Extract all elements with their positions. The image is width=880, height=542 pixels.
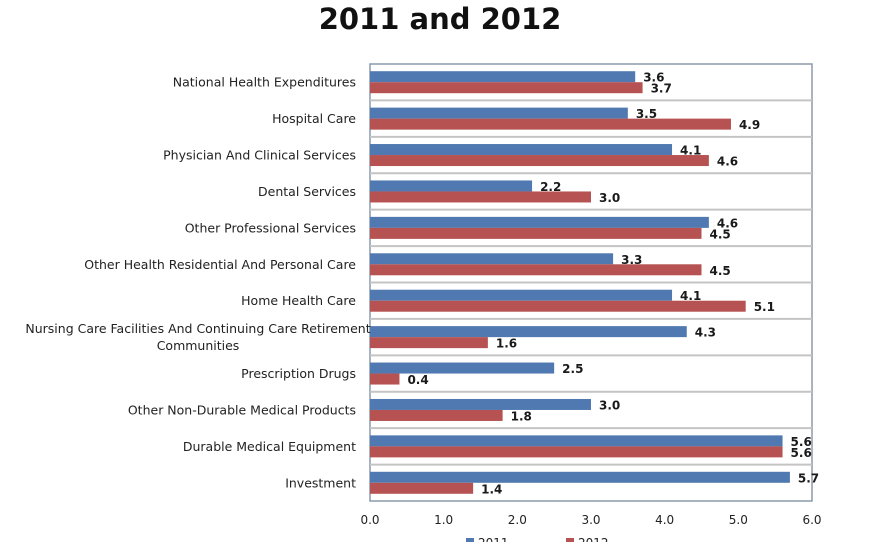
data-label-2012: 4.9 [739,118,760,132]
bar-2012 [370,155,709,167]
category-label: National Health Expenditures [173,75,356,90]
data-label-2011: 4.6 [717,216,738,230]
data-label-2011: 2.2 [540,180,561,194]
data-label-2011: 4.3 [695,326,716,340]
bar-2012 [370,118,731,130]
data-label-2012: 5.1 [754,300,775,314]
bar-2012 [370,373,400,385]
category-label: Durable Medical Equipment [183,439,356,454]
data-label-2011: 2.5 [562,362,583,376]
bar-2012 [370,264,702,276]
data-label-2012: 3.7 [651,82,672,96]
bar-2012 [370,227,702,239]
x-tick-label: 6.0 [802,513,821,527]
bar-2011 [370,289,673,301]
data-label-2011: 5.7 [798,471,819,485]
bar-2011 [370,362,555,374]
data-label-2011: 3.0 [599,398,620,412]
legend-label-2012: 2012 [578,536,609,542]
bar-2012 [370,409,503,421]
data-label-2012: 1.6 [496,337,517,351]
data-label-2012: 4.5 [710,264,731,278]
category-label: Investment [285,475,356,490]
data-label-2012: 1.4 [481,482,502,496]
data-label-2012: 4.6 [717,155,738,169]
data-label-2011: 4.1 [680,289,701,303]
category-label: Prescription Drugs [241,366,356,381]
bar-2011 [370,435,783,447]
data-label-2012: 1.8 [511,409,532,423]
bar-2012 [370,446,783,458]
data-label-2011: 3.3 [621,253,642,267]
bar-2011 [370,253,614,265]
data-label-2012: 0.4 [407,373,428,387]
bar-2012 [370,82,643,94]
bar-2012 [370,337,488,349]
data-label-2012: 5.6 [791,446,812,460]
data-label-2012: 4.5 [710,227,731,241]
data-label-2012: 3.0 [599,191,620,205]
category-label: Other Health Residential And Personal Ca… [84,257,356,272]
category-label: Dental Services [258,184,356,199]
category-label: Physician And Clinical Services [163,148,356,163]
bar-2011 [370,144,673,156]
legend-swatch-2012 [566,538,574,542]
bar-2011 [370,71,636,83]
bar-2011 [370,326,687,338]
bar-2012 [370,191,591,203]
data-label-2011: 3.5 [636,107,657,121]
x-tick-label: 4.0 [655,513,674,527]
legend-label-2011: 2011 [478,536,509,542]
bar-2011 [370,107,628,119]
data-label-2011: 5.6 [791,435,812,449]
x-tick-label: 3.0 [581,513,600,527]
bar-2011 [370,216,709,228]
bar-2012 [370,300,746,312]
data-label-2011: 4.1 [680,144,701,158]
data-label-2011: 3.6 [643,71,664,85]
bar-2011 [370,471,790,483]
x-tick-label: 2.0 [508,513,527,527]
category-label: Hospital Care [272,111,356,126]
x-tick-label: 1.0 [434,513,453,527]
category-label: Nursing Care Facilities And Continuing C… [25,321,370,353]
bar-2011 [370,180,533,192]
legend-swatch-2011 [466,538,474,542]
bar-2011 [370,398,591,410]
category-label: Other Non-Durable Medical Products [128,402,356,417]
chart-title: 2011 and 2012 [318,2,562,36]
bar-2012 [370,482,474,494]
x-tick-label: 5.0 [729,513,748,527]
category-label: Other Professional Services [185,220,356,235]
x-tick-label: 0.0 [360,513,379,527]
category-label: Home Health Care [241,293,356,308]
